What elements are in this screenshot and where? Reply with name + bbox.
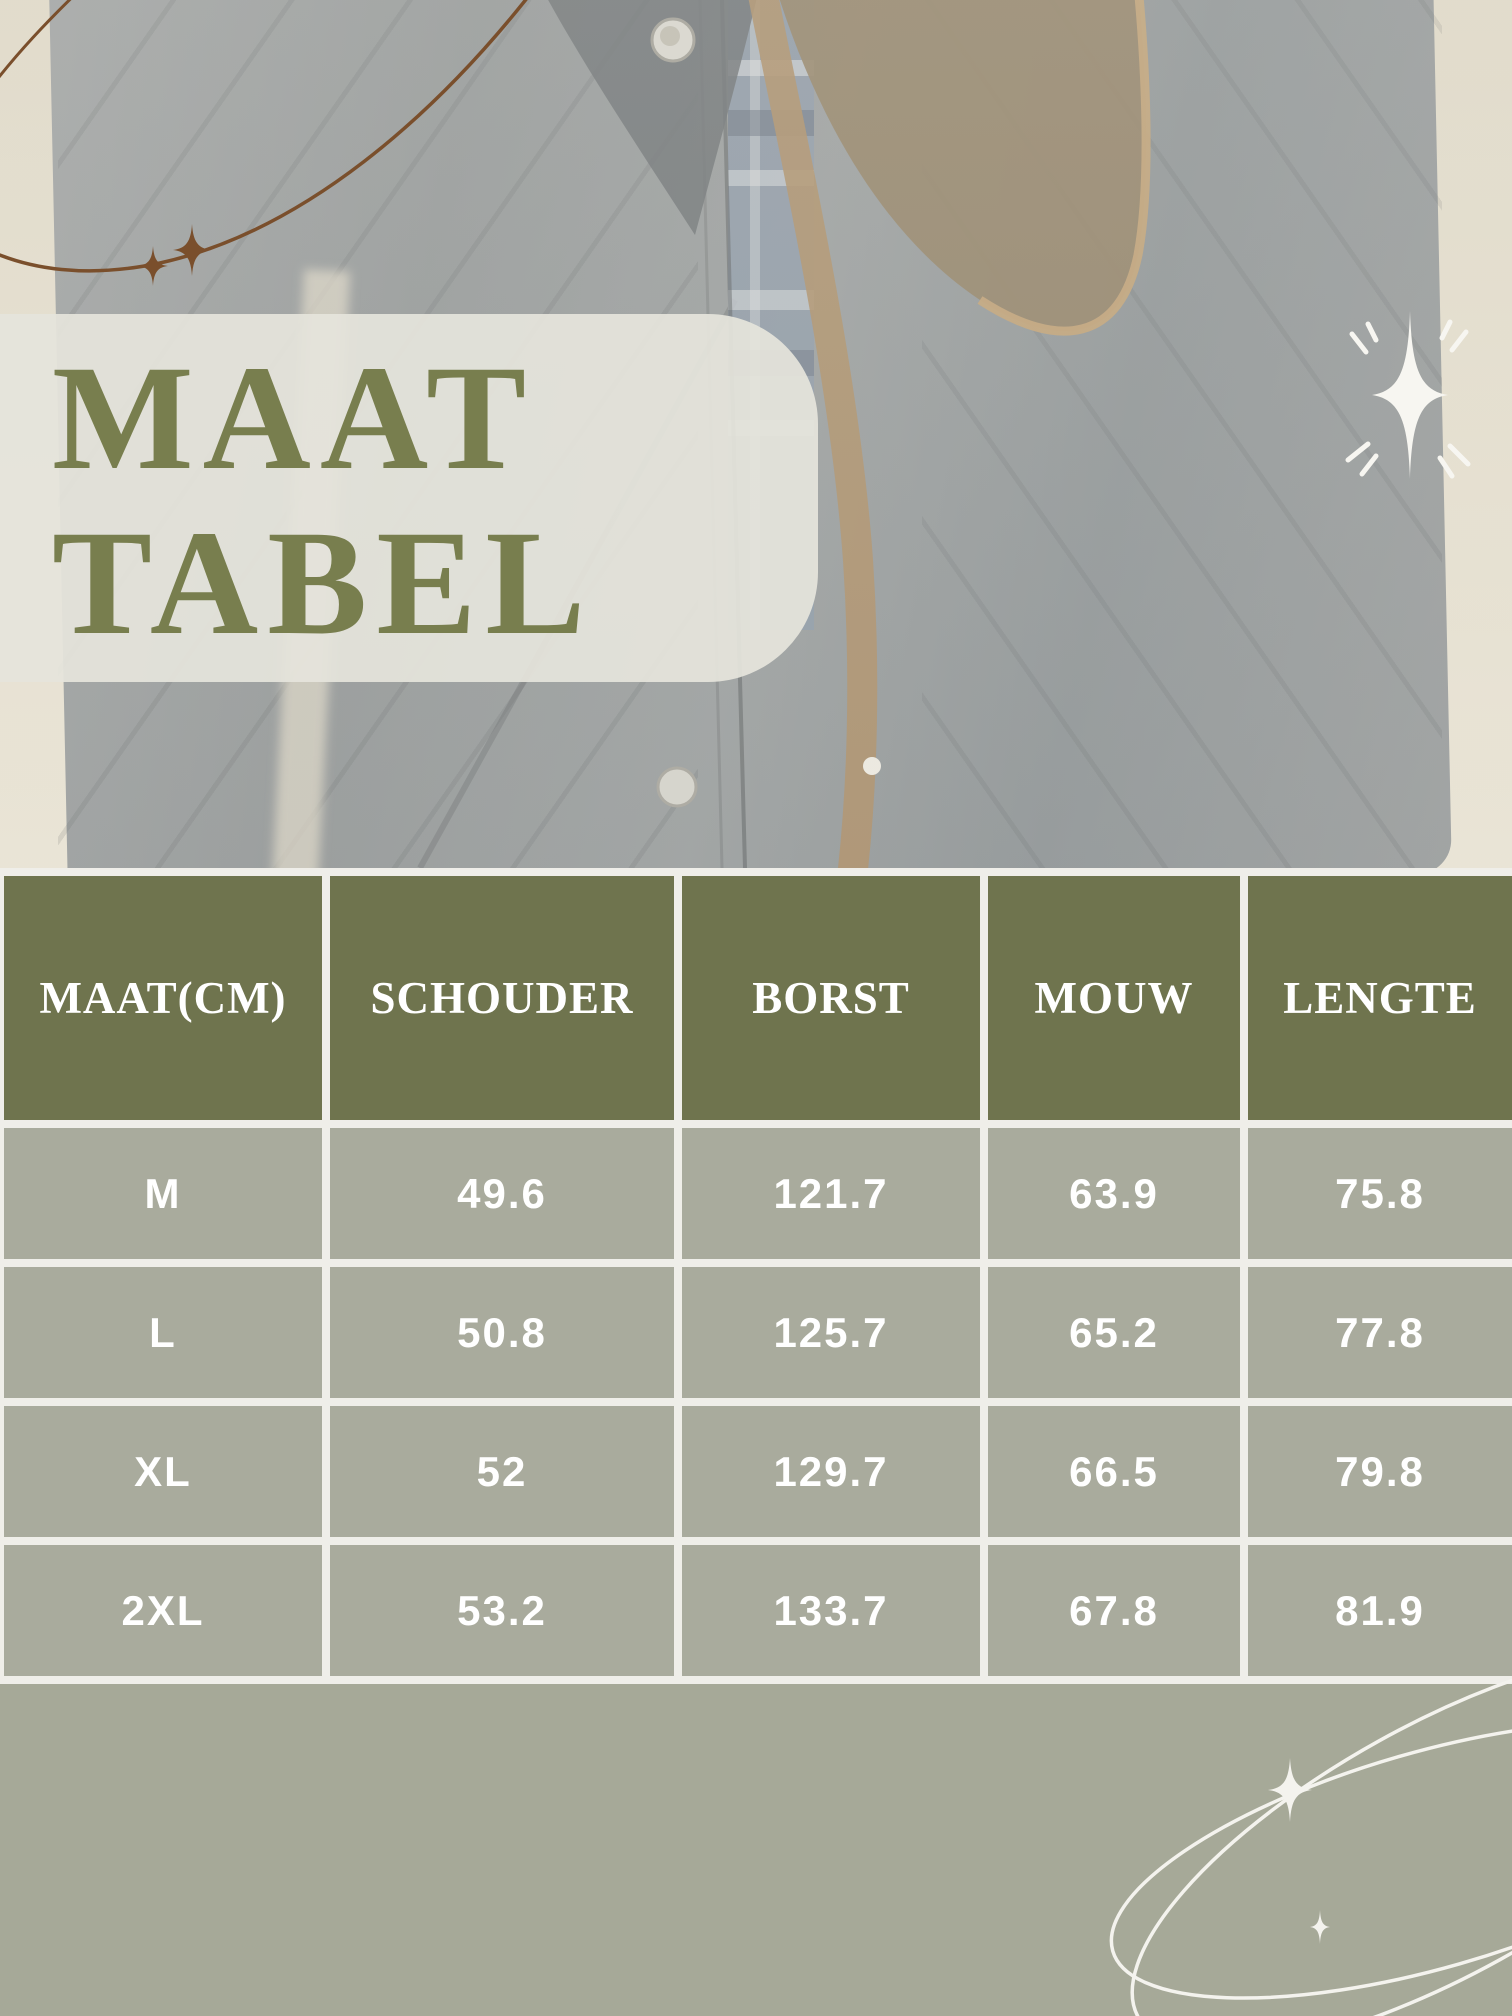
table-value: 50.8 (330, 1267, 674, 1398)
column-header-lengte: LENGTE (1248, 876, 1512, 1120)
table-value: 81.9 (1248, 1545, 1512, 1676)
table-value: 125.7 (682, 1267, 980, 1398)
page-title-line1: MAAT (52, 335, 536, 501)
size-table: MAAT(CM) SCHOUDER BORST MOUW LENGTE M 49… (0, 868, 1512, 1684)
column-header-schouder: SCHOUDER (330, 876, 674, 1120)
size-label: XL (4, 1406, 322, 1537)
table-value: 133.7 (682, 1545, 980, 1676)
table-value: 77.8 (1248, 1267, 1512, 1398)
table-value: 121.7 (682, 1128, 980, 1259)
collar-flap (779, 0, 1147, 332)
size-label: L (4, 1267, 322, 1398)
column-header-maat: MAAT(CM) (4, 876, 322, 1120)
table-value: 52 (330, 1406, 674, 1537)
size-label: M (4, 1128, 322, 1259)
table-value: 65.2 (988, 1267, 1240, 1398)
jacket-buttons (650, 17, 881, 808)
title-box: MAAT TABEL (0, 314, 818, 682)
orbit-ellipses-with-sparkles-icon (1109, 1655, 1512, 2016)
page-title-line2: TABEL (52, 500, 595, 666)
table-value: 79.8 (1248, 1406, 1512, 1537)
size-label: 2XL (4, 1545, 322, 1676)
table-value: 49.6 (330, 1128, 674, 1259)
column-header-borst: BORST (682, 876, 980, 1120)
table-value: 75.8 (1248, 1128, 1512, 1259)
table-value: 129.7 (682, 1406, 980, 1537)
placket-trim (748, 0, 878, 868)
page-title: MAAT TABEL (52, 336, 594, 666)
table-value: 66.5 (988, 1406, 1240, 1537)
table-value: 63.9 (988, 1128, 1240, 1259)
table-value: 67.8 (988, 1545, 1240, 1676)
column-header-mouw: MOUW (988, 876, 1240, 1120)
table-value: 53.2 (330, 1545, 674, 1676)
